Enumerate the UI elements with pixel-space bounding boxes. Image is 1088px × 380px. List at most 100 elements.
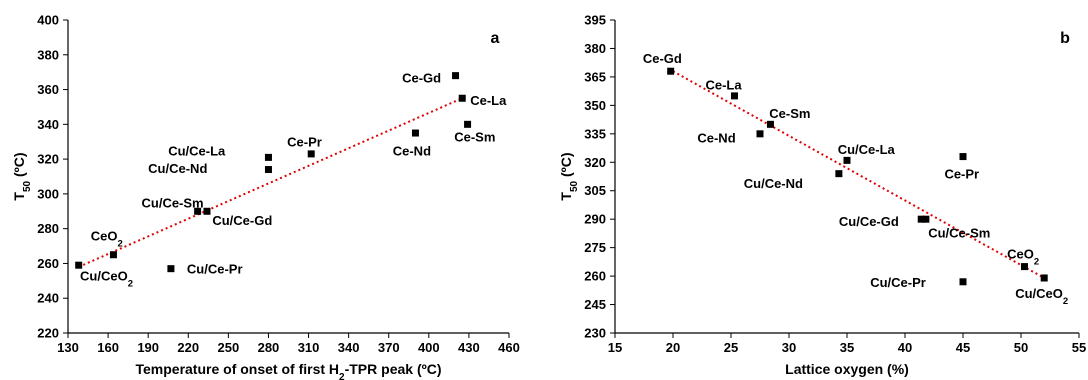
x-tick-label: 15 [608, 340, 622, 355]
x-tick-label: 220 [177, 340, 199, 355]
y-tick-label: 245 [584, 297, 606, 312]
y-tick-label: 275 [584, 240, 606, 255]
trendline [78, 97, 463, 268]
point-label: Ce-Sm [769, 106, 810, 121]
data-point [264, 153, 272, 161]
point-label: Ce-Sm [454, 130, 495, 145]
point-label: Cu/CeO2 [1015, 286, 1068, 307]
point-label: Ce-Nd [393, 143, 431, 158]
point-label: CeO2 [1007, 246, 1039, 267]
point-label: Ce-La [705, 77, 742, 92]
y-axis-title: T50 (ºC) [11, 152, 33, 200]
point-label: Cu/Ce-Sm [928, 225, 990, 240]
data-point [730, 92, 738, 100]
data-point [835, 170, 843, 178]
y-tick-label: 340 [37, 117, 59, 132]
data-point [109, 251, 117, 259]
x-tick-label: 30 [782, 340, 796, 355]
point-label: Cu/Ce-Sm [142, 196, 204, 211]
data-point [307, 150, 315, 158]
x-tick-label: 35 [840, 340, 854, 355]
y-tick-label: 290 [584, 212, 606, 227]
x-tick-label: 340 [338, 340, 360, 355]
x-tick-label: 20 [666, 340, 680, 355]
chart-panel-a: 220 240 260 280 300 320 340 360 380 400 130 160 190 2… [11, 13, 520, 380]
point-label: Ce-Pr [944, 167, 979, 182]
point-label: Cu/Ce-Pr [187, 262, 243, 277]
data-point [667, 67, 675, 75]
x-tick-label: 130 [57, 340, 79, 355]
point-label: Cu/CeO2 [80, 269, 133, 290]
x-tick-label: 310 [298, 340, 320, 355]
point-label: Cu/Ce-Nd [148, 161, 207, 176]
data-point [464, 120, 472, 128]
y-tick-label: 400 [37, 13, 59, 28]
x-tick-label: 50 [1014, 340, 1028, 355]
trendline [672, 70, 1045, 279]
x-tick-label: 45 [956, 340, 970, 355]
chart-panel-b: 230 245 260 275 290 305 320 335 350 365 380 395 15 20… [558, 13, 1086, 378]
y-tick-label: 360 [37, 82, 59, 97]
data-point [766, 120, 774, 128]
y-tick-label: 240 [37, 291, 59, 306]
y-tick-label: 320 [37, 152, 59, 167]
y-tick-label: 350 [584, 98, 606, 113]
point-label: CeO2 [91, 229, 123, 250]
point-label: Ce-Pr [287, 135, 322, 150]
point-label: Ce-La [470, 93, 507, 108]
data-point [959, 278, 967, 286]
y-axis-title: T50 (ºC) [558, 152, 580, 200]
x-tick-label: 55 [1072, 340, 1086, 355]
data-point [756, 130, 764, 138]
point-label: Ce-Nd [697, 131, 735, 146]
y-tick-label: 260 [37, 256, 59, 271]
data-point [264, 166, 272, 174]
data-point [411, 129, 419, 137]
y-tick-label: 380 [37, 47, 59, 62]
point-label: Cu/Ce-Gd [839, 214, 899, 229]
panel-label: a [491, 30, 500, 47]
point-label: Cu/Ce-Gd [212, 213, 272, 228]
x-tick-label: 280 [258, 340, 280, 355]
x-tick-label: 160 [97, 340, 119, 355]
point-label: Ce-Gd [643, 51, 682, 66]
data-point [843, 156, 851, 164]
data-point [1040, 274, 1048, 282]
data-point [75, 261, 83, 269]
y-tick-label: 395 [584, 13, 606, 28]
x-tick-label: 25 [724, 340, 738, 355]
data-point [959, 153, 967, 161]
data-point [458, 94, 466, 102]
y-tick-label: 320 [584, 155, 606, 170]
x-tick-label: 460 [498, 340, 520, 355]
x-axis-title: Temperature of onset of first H2-TPR pea… [135, 361, 441, 380]
point-label: Cu/Ce-Nd [744, 176, 803, 191]
y-tick-label: 335 [584, 126, 606, 141]
data-point [917, 215, 925, 223]
data-point [194, 207, 202, 215]
data-point [452, 72, 460, 80]
y-tick-label: 220 [37, 326, 59, 341]
x-tick-label: 40 [898, 340, 912, 355]
y-tick-label: 365 [584, 69, 606, 84]
point-label: Ce-Gd [402, 70, 441, 85]
x-tick-label: 190 [137, 340, 159, 355]
point-label: Cu/Ce-Pr [870, 275, 926, 290]
point-label: Cu/Ce-La [838, 142, 896, 157]
data-point [922, 215, 930, 223]
data-point [203, 207, 211, 215]
x-tick-label: 370 [378, 340, 400, 355]
y-tick-label: 305 [584, 183, 606, 198]
y-tick-label: 280 [37, 221, 59, 236]
x-tick-label: 430 [458, 340, 480, 355]
y-tick-label: 380 [584, 41, 606, 56]
data-point [1020, 263, 1028, 271]
point-label: Cu/Ce-La [168, 143, 226, 158]
y-tick-label: 260 [584, 269, 606, 284]
x-tick-label: 250 [218, 340, 240, 355]
x-tick-label: 400 [418, 340, 440, 355]
y-tick-label: 230 [584, 326, 606, 341]
panel-label: b [1060, 30, 1070, 47]
data-point [167, 265, 175, 273]
